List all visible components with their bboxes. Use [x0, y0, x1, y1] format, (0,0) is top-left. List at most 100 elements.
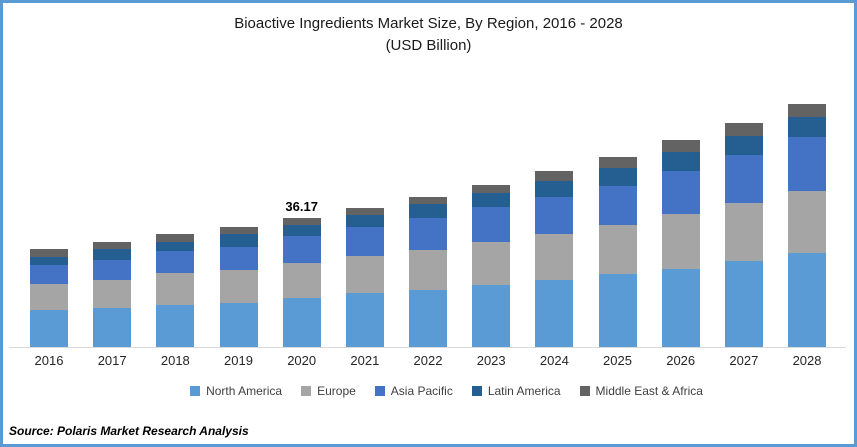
bar-segment-latin-america [156, 241, 195, 252]
x-axis-label-2021: 2021 [350, 353, 380, 368]
bar-2021 [345, 207, 384, 347]
bar-segment-north-america [661, 268, 700, 347]
bar-segment-middle-east-africa [30, 249, 68, 258]
legend-label: Middle East & Africa [595, 384, 703, 398]
bar-segment-europe [409, 250, 448, 291]
x-axis-label-2020: 2020 [287, 353, 317, 368]
bar-segment-north-america [282, 298, 321, 347]
bar-segment-middle-east-africa [219, 226, 258, 235]
x-axis-line [9, 347, 846, 348]
legend-label: Asia Pacific [390, 384, 453, 398]
bar-segment-latin-america [724, 135, 763, 155]
legend: North America Europe Asia Pacific Latin Ame… [3, 384, 854, 398]
bar-segment-europe [788, 191, 827, 253]
legend-item-latin-america: Latin America [471, 384, 561, 398]
x-axis-label-2017: 2017 [97, 353, 127, 368]
legend-item-middle-east-africa: Middle East & Africa [579, 384, 703, 398]
legend-swatch-icon [579, 386, 590, 396]
bar-segment-north-america [156, 305, 195, 347]
bar-segment-middle-east-africa [598, 157, 637, 169]
bar-segment-north-america [345, 293, 384, 347]
bar-segment-latin-america [409, 204, 448, 218]
bar-segment-europe [724, 203, 763, 262]
bar-segment-asia-pacific [282, 236, 321, 264]
bar-segment-asia-pacific [598, 185, 637, 226]
legend-item-asia-pacific: Asia Pacific [374, 384, 453, 398]
bar-segment-asia-pacific [345, 226, 384, 257]
bar-segment-latin-america [472, 193, 511, 208]
bar-2017 [93, 241, 132, 347]
legend-label: Europe [317, 384, 356, 398]
legend-swatch-icon [471, 386, 482, 396]
bar-segment-middle-east-africa [472, 184, 511, 194]
bar-segment-middle-east-africa [93, 241, 132, 250]
bar-segment-middle-east-africa [409, 196, 448, 205]
bar-segment-europe [598, 225, 637, 274]
bar-segment-north-america [724, 261, 763, 347]
bar-segment-asia-pacific [219, 247, 258, 270]
bar-2028 [788, 104, 827, 347]
bar-segment-europe [219, 269, 258, 304]
bar-segment-north-america [472, 285, 511, 347]
x-axis-label-2024: 2024 [539, 353, 569, 368]
bar-segment-north-america [30, 309, 68, 347]
bar-segment-asia-pacific [788, 137, 827, 192]
bar-segment-europe [472, 241, 511, 285]
bar-segment-latin-america [535, 180, 574, 198]
legend-swatch-icon [190, 386, 201, 396]
legend-swatch-icon [374, 386, 385, 396]
legend-swatch-icon [301, 386, 312, 396]
bar-2022 [409, 196, 448, 347]
x-axis-label-2019: 2019 [224, 353, 253, 368]
bar-segment-middle-east-africa [345, 207, 384, 216]
bar-segment-latin-america [30, 257, 68, 266]
bar-segment-asia-pacific [30, 265, 68, 284]
bar-segment-north-america [219, 303, 258, 347]
bar-segment-asia-pacific [472, 207, 511, 242]
bar-2023 [472, 184, 511, 347]
bar-segment-europe [661, 213, 700, 269]
bar-2026 [661, 140, 700, 347]
bar-2018 [156, 234, 195, 347]
x-axis-label-2018: 2018 [160, 353, 190, 368]
bar-2020 [282, 218, 321, 347]
bar-segment-north-america [535, 280, 574, 347]
bar-2025 [598, 157, 637, 347]
bar-segment-asia-pacific [535, 197, 574, 234]
chart-subtitle: (USD Billion) [385, 37, 472, 54]
bar-segment-asia-pacific [156, 251, 195, 273]
x-axis-label-2022: 2022 [413, 353, 443, 368]
bar-segment-middle-east-africa [156, 234, 195, 242]
bar-segment-latin-america [282, 225, 321, 237]
bar-2019 [219, 226, 258, 347]
bar-segment-latin-america [788, 116, 827, 138]
bar-segment-north-america [409, 290, 448, 347]
bar-segment-north-america [93, 308, 132, 347]
plot-area: 2016 2017 2018 2019 2020 36.17 2021 2022 2023 202… [3, 3, 854, 444]
legend-item-north-america: North America [190, 384, 282, 398]
bar-segment-europe [93, 279, 132, 309]
chart-title-block: Bioactive Ingredients Market Size, By Re… [3, 13, 854, 57]
bar-2027 [724, 123, 763, 347]
bar-segment-europe [282, 263, 321, 299]
bar-segment-europe [30, 283, 68, 310]
bar-segment-europe [345, 256, 384, 294]
bar-segment-asia-pacific [409, 217, 448, 251]
bar-segment-north-america [788, 252, 827, 347]
bar-segment-middle-east-africa [535, 170, 574, 181]
x-axis-label-2027: 2027 [729, 353, 759, 368]
legend-label: Latin America [487, 384, 561, 398]
bar-segment-middle-east-africa [724, 123, 763, 136]
x-axis-label-2028: 2028 [792, 353, 822, 368]
bar-segment-asia-pacific [724, 154, 763, 204]
bar-segment-latin-america [345, 215, 384, 227]
x-axis-label-2025: 2025 [603, 353, 632, 368]
source-note: Source: Polaris Market Research Analysis [9, 424, 249, 438]
bar-2024 [535, 170, 574, 347]
bar-segment-middle-east-africa [788, 104, 827, 117]
bar-segment-europe [156, 272, 195, 306]
bar-segment-asia-pacific [93, 259, 132, 280]
bar-segment-middle-east-africa [282, 218, 321, 226]
bar-segment-latin-america [93, 249, 132, 260]
